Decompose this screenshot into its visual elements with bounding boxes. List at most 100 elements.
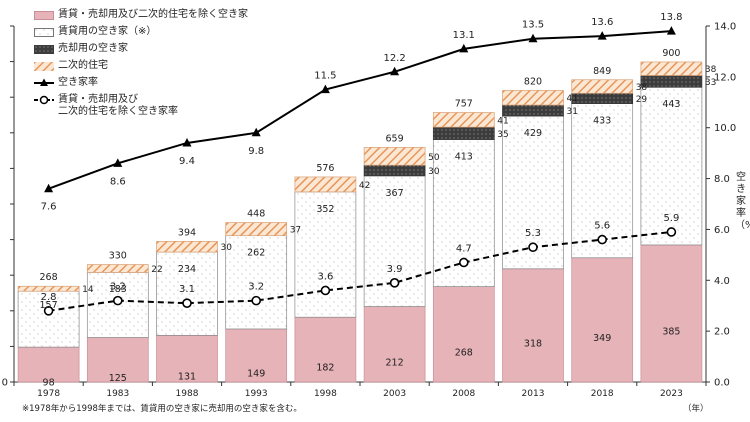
bar-segment <box>571 103 634 259</box>
legend-item-vacancy-rate: 空き家率 <box>34 77 248 94</box>
bar-value-label: 33 <box>705 78 716 88</box>
vacancy-rate-label: 9.4 <box>179 156 195 167</box>
other-vacant-rate-point <box>389 278 400 288</box>
other-vacant-rate-label: 3.2 <box>110 282 126 293</box>
bar-segment <box>294 176 357 193</box>
bar-segment <box>432 112 495 128</box>
bar-value-label: 38 <box>636 83 648 93</box>
other-vacant-rate-point <box>597 234 608 245</box>
bar-total-label: 268 <box>40 272 58 283</box>
bar-segment <box>86 337 149 383</box>
bar-segment <box>363 306 426 383</box>
bar-value-label: 31 <box>567 107 578 117</box>
bar-value-label: 429 <box>524 128 542 139</box>
other-vacant-rate-line <box>48 230 672 312</box>
bar-segment <box>86 264 149 273</box>
y2-tick-label: 6.0 <box>714 225 730 236</box>
bar-value-label: 212 <box>386 357 404 368</box>
vacancy-rate-point <box>390 66 400 76</box>
other-vacant-rate-point <box>113 295 123 306</box>
bar-segment <box>17 285 80 292</box>
vacancy-rate-point <box>182 137 192 147</box>
bar-segment <box>502 90 564 106</box>
data-labels: 98 157 14 268 125 183 22 330 131 234 30 394 149 262 37… <box>40 12 717 388</box>
vacancy-rate-point <box>320 84 330 94</box>
vacancy-rate-point <box>666 26 676 35</box>
bar-value-label: 183 <box>109 284 127 295</box>
vacancy-rate-label: 13.8 <box>660 12 682 23</box>
other-vacant-rate-label: 3.1 <box>179 284 195 295</box>
other-vacant-rate-point <box>458 257 469 268</box>
vacancy-rate-point <box>251 127 261 137</box>
bar-segment <box>156 241 218 253</box>
legend-label: 賃貸・売却用及び二次的住宅を除く空き家 <box>58 9 248 20</box>
rate-lines <box>43 26 677 316</box>
bar-value-label: 234 <box>178 264 196 275</box>
y2-axis-title: 空き家率（%） <box>735 172 750 231</box>
bar-total-label: 820 <box>524 76 542 87</box>
bar-value-label: 125 <box>109 373 127 384</box>
legend-item-other-rate: 賃貸・売却用及び 二次的住宅を除く空き家率 <box>34 94 248 124</box>
other-vacant-rate-label: 5.6 <box>594 221 610 232</box>
vacancy-rate-point <box>44 183 54 193</box>
bar-segment <box>640 86 703 246</box>
bar-segment <box>432 286 495 383</box>
bar-segment <box>571 257 634 383</box>
bar-value-label: 268 <box>455 347 473 358</box>
legend-label: 賃貸用の空き家（※） <box>58 26 157 37</box>
bar-value-label: 42 <box>359 181 370 191</box>
x-tick-label: 2003 <box>383 389 406 399</box>
x-tick-label: 2013 <box>522 389 545 399</box>
bar-segment <box>225 235 288 330</box>
vacancy-rate-label: 12.2 <box>383 53 405 64</box>
bar-value-label: 50 <box>428 153 440 163</box>
x-tick-label: 1998 <box>314 389 337 399</box>
bar-segment <box>640 75 703 88</box>
y2-tick-label: 8.0 <box>714 174 730 185</box>
bar-segment <box>294 316 357 383</box>
bar-value-label: 37 <box>290 226 301 236</box>
bar-segment <box>363 147 426 166</box>
bar-segment <box>363 164 426 177</box>
legend-triangle-line-icon <box>34 78 54 86</box>
vacancy-rate-point <box>459 43 469 53</box>
bar-segment <box>432 126 495 140</box>
legend-label: 賃貸・売却用及び 二次的住宅を除く空き家率 <box>58 94 178 117</box>
bar-value-label: 41 <box>497 116 508 126</box>
y2-tick-label: 12.0 <box>714 72 736 83</box>
bar-value-label: 385 <box>662 326 680 337</box>
legend-label: 空き家率 <box>58 77 98 88</box>
bar-value-label: 182 <box>316 363 334 374</box>
vacancy-rate-point <box>528 33 538 43</box>
bar-total-label: 900 <box>662 48 680 59</box>
y2-tick-label: 14.0 <box>714 22 736 33</box>
bar-value-label: 38 <box>705 65 717 75</box>
bar-value-label: 352 <box>316 204 334 215</box>
legend-item-other-vacant: 賃貸・売却用及び二次的住宅を除く空き家 <box>34 9 248 26</box>
bar-segment <box>294 191 357 318</box>
y2-tick-label: 4.0 <box>714 276 730 287</box>
legend-item-for-sale: 売却用の空き家 <box>34 43 248 60</box>
other-vacant-rate-point <box>43 305 54 316</box>
bar-total-label: 757 <box>455 99 473 110</box>
bar-total-label: 394 <box>178 227 196 238</box>
x-tick-label: 2023 <box>660 389 683 399</box>
bar-segment <box>17 346 80 383</box>
bar-total-label: 576 <box>316 163 334 174</box>
bar-value-label: 30 <box>221 243 233 253</box>
vacancy-rate-label: 9.8 <box>248 146 264 157</box>
vacancy-rate-line <box>48 30 672 190</box>
x-unit-label: （年） <box>683 404 709 414</box>
bar-value-label: 349 <box>593 333 611 344</box>
vacancy-rate-point <box>113 158 123 167</box>
bar-value-label: 41 <box>567 94 578 104</box>
bar-value-label: 413 <box>455 152 473 163</box>
legend: 賃貸・売却用及び二次的住宅を除く空き家 賃貸用の空き家（※） 売却用の空き家 二… <box>34 9 248 124</box>
x-tick-label: 1993 <box>245 389 268 399</box>
other-vacant-rate-point <box>182 298 192 308</box>
bar-value-label: 157 <box>40 300 58 311</box>
vacancy-rate-point <box>597 31 607 40</box>
other-vacant-rate-point <box>251 295 262 306</box>
bar-segment <box>502 104 564 117</box>
